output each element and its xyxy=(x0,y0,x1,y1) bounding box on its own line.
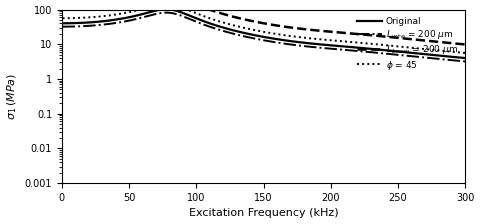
Y-axis label: $\sigma_1\,(MPa)$: $\sigma_1\,(MPa)$ xyxy=(6,73,19,120)
X-axis label: Excitation Frequency (kHz): Excitation Frequency (kHz) xyxy=(189,209,338,218)
Legend: Original, $L_{wire}$ = 200 $\mu$m, $L_{beam}$ = 200 $\mu$m, $\phi$ = 45: Original, $L_{wire}$ = 200 $\mu$m, $L_{b… xyxy=(354,14,461,74)
